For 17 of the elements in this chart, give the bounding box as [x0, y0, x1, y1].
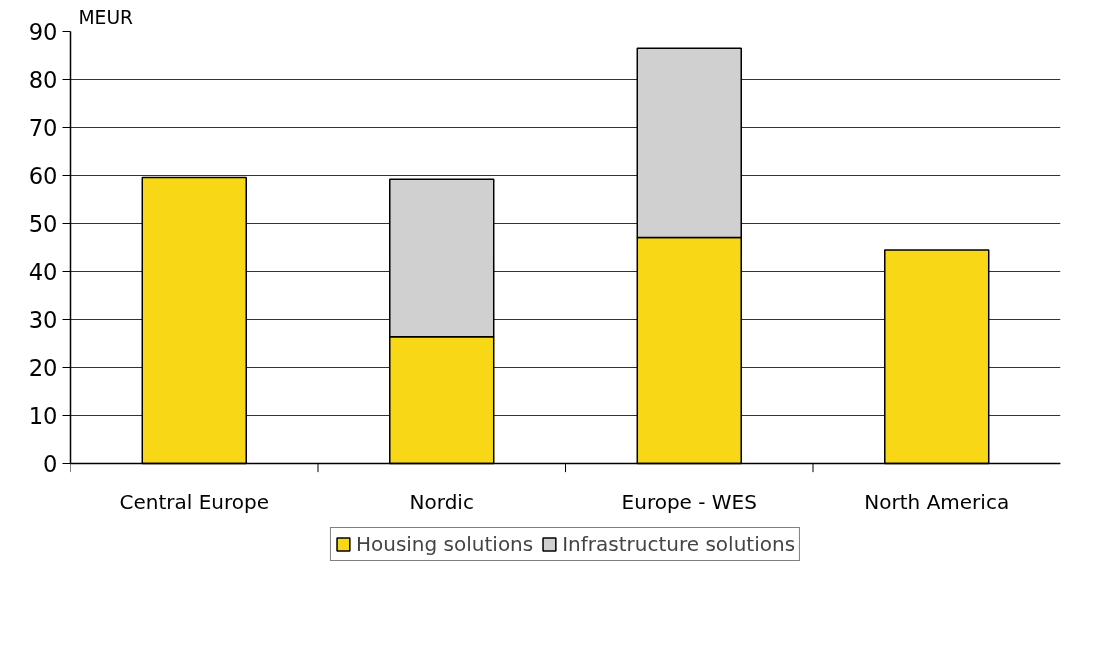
y-tick-label: 80 — [28, 67, 58, 93]
x-tick-label: Central Europe — [119, 489, 270, 514]
x-tick-label: Nordic — [409, 489, 474, 514]
y-tick-label: 40 — [28, 259, 58, 285]
y-tick-label: 90 — [28, 19, 58, 45]
legend-label: Infrastructure solutions — [562, 532, 796, 556]
x-tick-label: North America — [864, 489, 1010, 514]
x-tick-label: Europe - WES — [621, 489, 757, 514]
y-tick-label: 60 — [28, 163, 58, 189]
y-tick-label: 10 — [28, 403, 58, 429]
y-tick-label: 50 — [28, 211, 58, 237]
y-tick-label: 20 — [28, 355, 58, 381]
y-tick-label: 30 — [28, 307, 58, 333]
legend-label: Housing solutions — [355, 532, 534, 556]
y-tick-label: 70 — [28, 115, 58, 141]
y-axis-title: MEUR — [78, 6, 134, 28]
y-tick-label: 0 — [43, 451, 58, 477]
